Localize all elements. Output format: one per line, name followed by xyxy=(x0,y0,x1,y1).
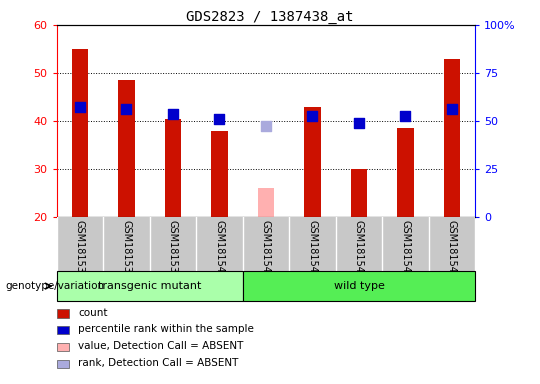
Bar xyxy=(57,271,242,301)
Text: GSM181542: GSM181542 xyxy=(307,220,318,279)
Bar xyxy=(305,107,321,217)
Text: value, Detection Call = ABSENT: value, Detection Call = ABSENT xyxy=(78,341,244,351)
Point xyxy=(168,111,177,117)
Text: GDS2823 / 1387438_at: GDS2823 / 1387438_at xyxy=(186,10,354,23)
Text: GSM181543: GSM181543 xyxy=(354,220,364,279)
Bar xyxy=(165,119,181,217)
Point xyxy=(308,113,317,119)
Text: GSM181544: GSM181544 xyxy=(401,220,410,279)
Bar xyxy=(397,128,414,217)
Bar xyxy=(258,188,274,217)
Point xyxy=(261,123,270,129)
Bar xyxy=(211,131,227,217)
Point xyxy=(122,106,131,112)
Bar xyxy=(444,59,460,217)
Text: percentile rank within the sample: percentile rank within the sample xyxy=(78,324,254,334)
Point xyxy=(76,104,84,110)
Bar xyxy=(351,169,367,217)
Text: GSM181541: GSM181541 xyxy=(261,220,271,279)
Text: GSM181539: GSM181539 xyxy=(168,220,178,279)
Text: GSM181537: GSM181537 xyxy=(75,220,85,279)
Point xyxy=(448,106,456,112)
Text: GSM181538: GSM181538 xyxy=(122,220,131,279)
Text: genotype/variation: genotype/variation xyxy=(5,281,105,291)
Text: rank, Detection Call = ABSENT: rank, Detection Call = ABSENT xyxy=(78,358,239,368)
Bar xyxy=(242,271,475,301)
Bar xyxy=(118,80,134,217)
Point xyxy=(355,120,363,126)
Point xyxy=(401,113,410,119)
Point xyxy=(215,116,224,122)
Text: GSM181545: GSM181545 xyxy=(447,220,457,279)
Bar xyxy=(72,49,88,217)
Text: transgenic mutant: transgenic mutant xyxy=(98,281,201,291)
Text: wild type: wild type xyxy=(334,281,384,291)
Text: GSM181540: GSM181540 xyxy=(214,220,225,279)
Text: count: count xyxy=(78,308,108,318)
